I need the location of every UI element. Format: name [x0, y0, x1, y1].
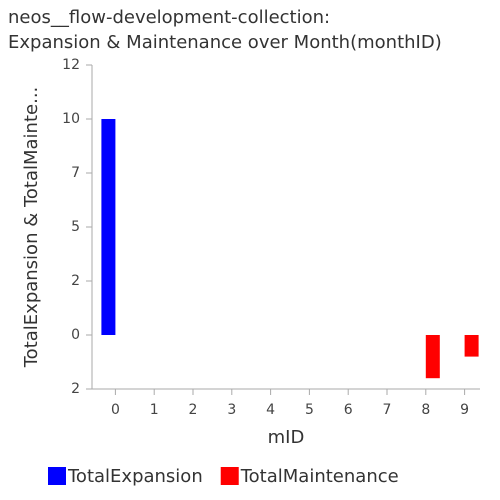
- chart-title: Expansion & Maintenance over Month(month…: [8, 32, 442, 53]
- x-tick-label: 4: [266, 402, 275, 418]
- x-tick-label: 3: [227, 402, 236, 418]
- x-tick-label: 0: [111, 402, 120, 418]
- y-tick-label: 0: [71, 327, 80, 343]
- chart-title: neos__flow-development-collection:: [8, 7, 330, 28]
- y-tick-label: 12: [62, 57, 80, 73]
- x-tick-label: 7: [383, 402, 392, 418]
- y-tick-label: 7: [71, 165, 80, 181]
- x-axis-label: mID: [268, 427, 305, 448]
- x-tick-label: 9: [460, 402, 469, 418]
- x-tick-label: 8: [421, 402, 430, 418]
- bar: [425, 335, 440, 379]
- legend-label: TotalExpansion: [67, 466, 203, 487]
- x-tick-label: 5: [305, 402, 314, 418]
- y-tick-label: 10: [62, 111, 80, 127]
- legend-label: TotalMaintenance: [240, 466, 399, 487]
- legend-swatch: [220, 467, 239, 485]
- x-tick-label: 1: [150, 402, 159, 418]
- y-tick-label: 5: [71, 219, 80, 235]
- x-tick-label: 6: [344, 402, 353, 418]
- legend-swatch: [48, 467, 66, 485]
- bar: [464, 335, 479, 357]
- y-axis-label: TotalExpansion & TotalMainte...: [21, 87, 42, 369]
- y-tick-label: 2: [71, 381, 80, 397]
- y-tick-label: 2: [71, 273, 80, 289]
- bar: [101, 119, 116, 335]
- x-tick-label: 2: [189, 402, 198, 418]
